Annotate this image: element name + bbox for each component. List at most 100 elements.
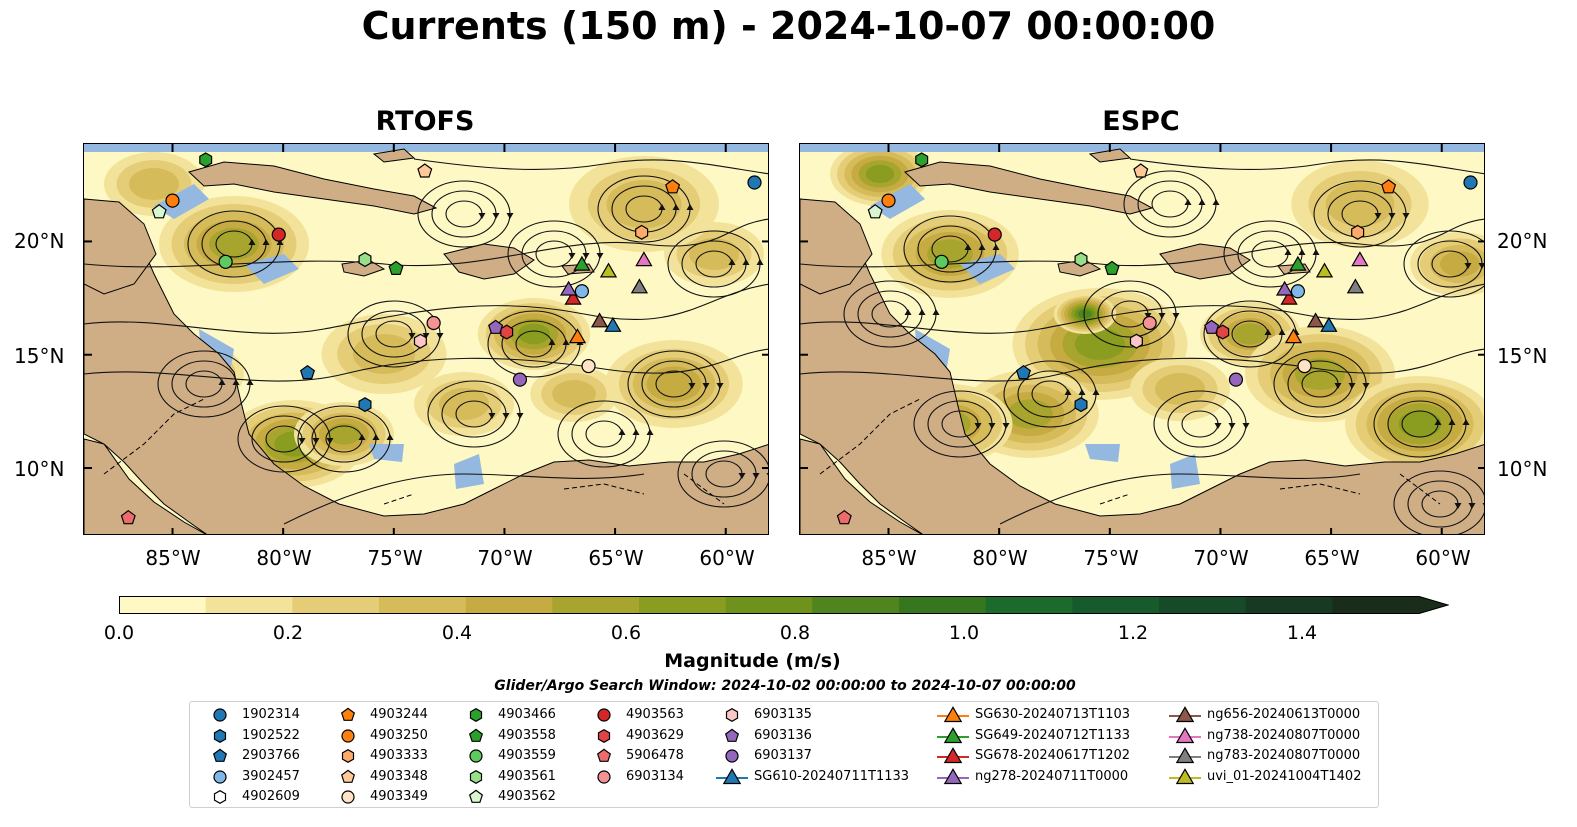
- streamline-arrow: [1402, 213, 1410, 219]
- legend-marker: [1169, 706, 1201, 723]
- streamline-arrow: [262, 239, 270, 245]
- legend-marker: [596, 748, 612, 762]
- legend-circle-icon: [469, 749, 483, 763]
- streamline-arrow: [738, 473, 746, 479]
- colorbar-segment: [379, 596, 467, 614]
- legend-marker: [597, 769, 611, 784]
- streamline-arrow: [1284, 249, 1292, 255]
- legend-pentagon-icon: [340, 769, 356, 783]
- colorbar-segment: [119, 596, 207, 614]
- legend-label: 2903766: [242, 748, 300, 763]
- landmass: [443, 243, 535, 280]
- map-marker-5906478: [120, 509, 136, 525]
- speed-contour: [1233, 323, 1267, 345]
- map-marker-ng278-20240711T0000: [1275, 280, 1294, 296]
- lon-label-65w-right: 65°W: [1304, 546, 1360, 570]
- map-marker-uvi_01-20241004T1402: [1315, 262, 1334, 278]
- streamline-arrow: [386, 434, 394, 440]
- streamline-arrow: [1348, 383, 1356, 389]
- lat-label-15n: 15°N: [14, 344, 65, 368]
- map-marker-4903244: [1381, 179, 1397, 194]
- streamline-arrow: [298, 438, 306, 444]
- legend-marker: [937, 726, 969, 743]
- colorbar-tick: 0.6: [610, 622, 642, 644]
- legend-label: ng738-20240807T0000: [1207, 727, 1361, 743]
- streamline-arrow: [246, 379, 254, 385]
- lat-label-20n-right: 20°N: [1497, 229, 1548, 253]
- streamline-arrow: [1312, 249, 1320, 255]
- colorbar-segment: [292, 596, 380, 614]
- map-marker-4903349: [1297, 358, 1312, 374]
- panel-title-espc: ESPC: [1102, 106, 1180, 137]
- legend-marker: [469, 708, 483, 722]
- landmass: [188, 161, 438, 215]
- legend-label: ng783-20240807T0000: [1207, 748, 1361, 763]
- lon-label-80w: 80°W: [256, 546, 312, 570]
- map-ticks: [800, 144, 1484, 534]
- streamline-arrow: [1334, 383, 1342, 389]
- legend-label: SG678-20240617T1202: [975, 748, 1131, 763]
- streamline-arrow: [1482, 503, 1484, 506]
- streamline-arrow: [1078, 389, 1086, 395]
- legend-triangle-icon: [1175, 767, 1195, 784]
- legend-label: 6903137: [754, 748, 812, 763]
- map-marker-4903563: [987, 227, 1002, 242]
- colorbar-segment: [985, 596, 1073, 614]
- streamline-arrow: [756, 259, 764, 265]
- rtofs-map[interactable]: [83, 143, 769, 535]
- streamline-arrow: [766, 473, 768, 476]
- streamline-arrow: [918, 309, 926, 315]
- legend-triangle-icon: [943, 767, 963, 784]
- legend-hexagon-icon: [213, 790, 227, 804]
- streamline-arrow: [326, 438, 334, 444]
- legend-marker: [1169, 747, 1201, 764]
- streamline-arrow: [716, 383, 724, 389]
- map-marker-6903134: [1142, 315, 1157, 331]
- streamline-arrow: [974, 423, 982, 429]
- map-marker-4903244: [665, 179, 681, 194]
- legend: 1902314 1902522 2903766 3902457 4902609 49032…: [189, 701, 1379, 808]
- map-marker-ng738-20240807T0000: [635, 251, 653, 267]
- landmass: [800, 198, 1484, 534]
- lat-label-15n-right: 15°N: [1497, 344, 1548, 368]
- colorbar-tick: 0.4: [441, 622, 473, 644]
- legend-circle-icon: [341, 728, 355, 743]
- map-marker-4903629: [1216, 324, 1230, 340]
- legend-marker: [469, 749, 483, 763]
- streamline: [283, 473, 645, 525]
- legend-marker: [213, 790, 227, 804]
- land-water-body: [870, 184, 925, 219]
- legend-pentagon-icon: [212, 748, 228, 762]
- streamline-arrow: [1388, 213, 1396, 219]
- map-marker-SG678-20240617T1202: [564, 289, 582, 305]
- lat-label-20n: 20°N: [14, 229, 65, 253]
- streamline-arrow: [1264, 329, 1272, 335]
- legend-triangle-icon: [943, 747, 963, 764]
- legend-circle-icon: [597, 708, 611, 722]
- legend-hexagon-icon: [725, 708, 739, 722]
- colorbar-segment: [639, 596, 727, 614]
- legend-triangle-icon: [943, 726, 963, 743]
- map-marker-SG649-20240712T1133: [573, 255, 591, 271]
- streamline-arrow: [1002, 423, 1010, 429]
- map-marker-2903766: [1015, 364, 1032, 380]
- map-marker-4903348: [1133, 163, 1149, 178]
- streamline-arrow: [596, 253, 604, 259]
- colorbar-segment: [1072, 596, 1160, 614]
- lat-label-10n: 10°N: [14, 457, 65, 481]
- map-marker-6903136: [488, 319, 504, 334]
- legend-marker: [468, 789, 484, 803]
- espc-map[interactable]: [799, 143, 1485, 535]
- speed-contour: [1398, 410, 1442, 438]
- streamline-arrow: [904, 309, 912, 315]
- streamline-arrow: [672, 204, 680, 210]
- map-marker-2903766: [299, 364, 316, 380]
- legend-label: 4903562: [498, 789, 556, 804]
- colorbar-segment: [725, 596, 813, 614]
- map-marker-1902522: [1074, 397, 1088, 413]
- map-marker-6903134: [426, 315, 441, 331]
- colorbar-segment: [205, 596, 293, 614]
- legend-label: SG630-20240713T1103: [975, 707, 1131, 722]
- streamline-arrow: [1198, 199, 1206, 205]
- lon-label-70w-right: 70°W: [1193, 546, 1249, 570]
